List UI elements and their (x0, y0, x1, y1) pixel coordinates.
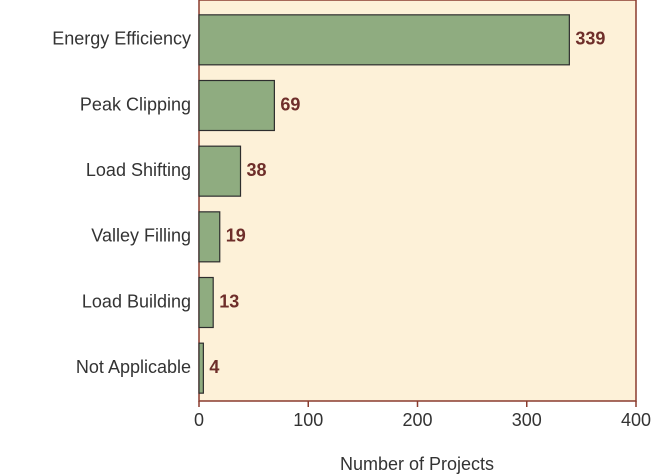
y-tick-label: Load Building (82, 291, 191, 311)
y-tick-label: Not Applicable (76, 357, 191, 377)
bar (198, 14, 570, 66)
bar (198, 79, 275, 132)
value-label: 69 (280, 94, 300, 114)
y-tick-label: Valley Filling (91, 226, 191, 246)
y-tick-label: Energy Efficiency (52, 29, 191, 49)
value-label: 38 (247, 160, 267, 180)
bar (198, 276, 214, 329)
bar (198, 145, 242, 197)
x-tick-label: 400 (621, 410, 651, 430)
value-label: 13 (219, 291, 239, 311)
y-tick-label: Load Shifting (86, 160, 191, 180)
bar (198, 342, 204, 394)
bar (198, 211, 221, 263)
x-tick-label: 0 (194, 410, 204, 430)
x-tick-label: 100 (293, 410, 323, 430)
value-label: 19 (226, 226, 246, 246)
x-tick-label: 300 (512, 410, 542, 430)
plot-area (198, 0, 637, 402)
x-tick-label: 200 (402, 410, 432, 430)
x-axis-label: Number of Projects (340, 454, 494, 474)
y-tick-label: Peak Clipping (80, 94, 191, 114)
value-label: 339 (575, 29, 605, 49)
value-label: 4 (209, 357, 219, 377)
